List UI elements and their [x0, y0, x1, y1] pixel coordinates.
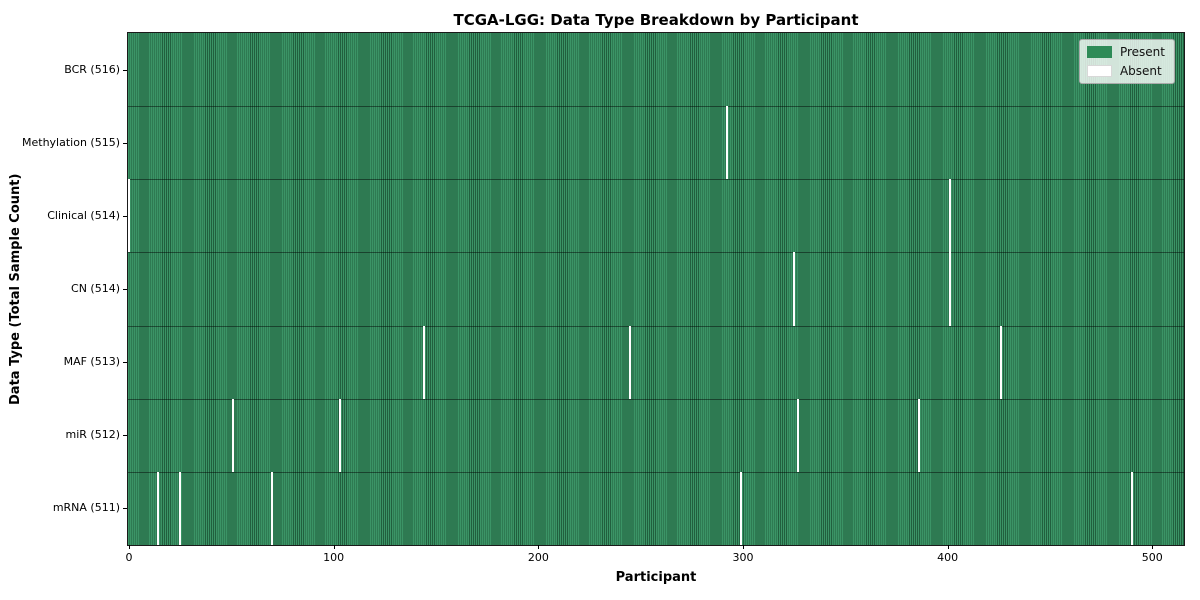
ytick-label-miR: miR (512) — [65, 428, 121, 442]
xtick-mark-500 — [1152, 545, 1154, 549]
ytick-mark-BCR — [123, 69, 127, 71]
absent-swatch — [1086, 65, 1112, 77]
absent-marker-mRNA-14 — [156, 471, 159, 545]
absent-marker-CN-325 — [793, 252, 796, 326]
legend: Present Absent — [1078, 39, 1175, 84]
legend-item-present: Present — [1086, 45, 1165, 59]
row-separator — [128, 325, 1184, 327]
absent-marker-mRNA-25 — [179, 471, 182, 545]
ytick-label-Clinical: Clinical (514) — [47, 208, 120, 222]
ytick-label-BCR: BCR (516) — [64, 62, 120, 76]
absent-marker-miR-386 — [917, 398, 920, 472]
absent-marker-MAF-144 — [422, 325, 425, 399]
xtick-mark-400 — [947, 545, 949, 549]
ytick-mark-Methylation — [123, 142, 127, 144]
ytick-mark-Clinical — [123, 215, 127, 217]
absent-marker-miR-103 — [338, 398, 341, 472]
legend-label-absent: Absent — [1119, 64, 1162, 78]
absent-marker-mRNA-299 — [739, 471, 742, 545]
xtick-label-200: 200 — [527, 551, 549, 564]
ytick-label-CN: CN (514) — [71, 282, 120, 295]
xtick-mark-200 — [538, 545, 540, 549]
ytick-mark-MAF — [123, 362, 127, 364]
absent-marker-Clinical-0 — [128, 179, 131, 253]
legend-item-absent: Absent — [1086, 64, 1165, 78]
absent-marker-Methylation-292 — [725, 106, 728, 180]
ytick-label-Methylation: Methylation (515) — [22, 135, 120, 149]
xtick-label-300: 300 — [732, 551, 754, 564]
xtick-label-0: 0 — [125, 551, 133, 564]
row-separator — [128, 398, 1184, 400]
xtick-label-500: 500 — [1141, 551, 1163, 564]
absent-marker-MAF-245 — [629, 325, 632, 399]
chart-title: TCGA-LGG: Data Type Breakdown by Partici… — [453, 11, 859, 29]
xtick-mark-300 — [742, 545, 744, 549]
absent-marker-CN-401 — [948, 252, 951, 326]
xtick-mark-100 — [333, 545, 335, 549]
absent-marker-Clinical-401 — [948, 179, 951, 253]
plot-area: Present Absent — [127, 32, 1185, 546]
xtick-mark-0 — [129, 545, 131, 549]
absent-marker-mRNA-70 — [271, 471, 274, 545]
absent-marker-MAF-426 — [999, 325, 1002, 399]
absent-marker-mRNA-490 — [1130, 471, 1133, 545]
ytick-label-MAF: MAF (513) — [63, 355, 120, 369]
row-separator — [128, 179, 1184, 181]
xtick-label-100: 100 — [323, 551, 345, 564]
ytick-mark-CN — [123, 289, 127, 290]
row-separator — [128, 471, 1184, 473]
legend-label-present: Present — [1119, 45, 1165, 59]
absent-marker-miR-327 — [797, 398, 800, 472]
absent-marker-miR-51 — [232, 398, 235, 472]
ytick-mark-miR — [123, 435, 127, 437]
ytick-label-mRNA: mRNA (511) — [52, 501, 120, 515]
ytick-mark-mRNA — [123, 508, 127, 510]
present-swatch — [1086, 46, 1112, 58]
x-axis-label: Participant — [615, 570, 697, 585]
row-separator — [128, 252, 1184, 254]
xtick-label-400: 400 — [937, 551, 959, 564]
row-separator — [128, 106, 1184, 108]
